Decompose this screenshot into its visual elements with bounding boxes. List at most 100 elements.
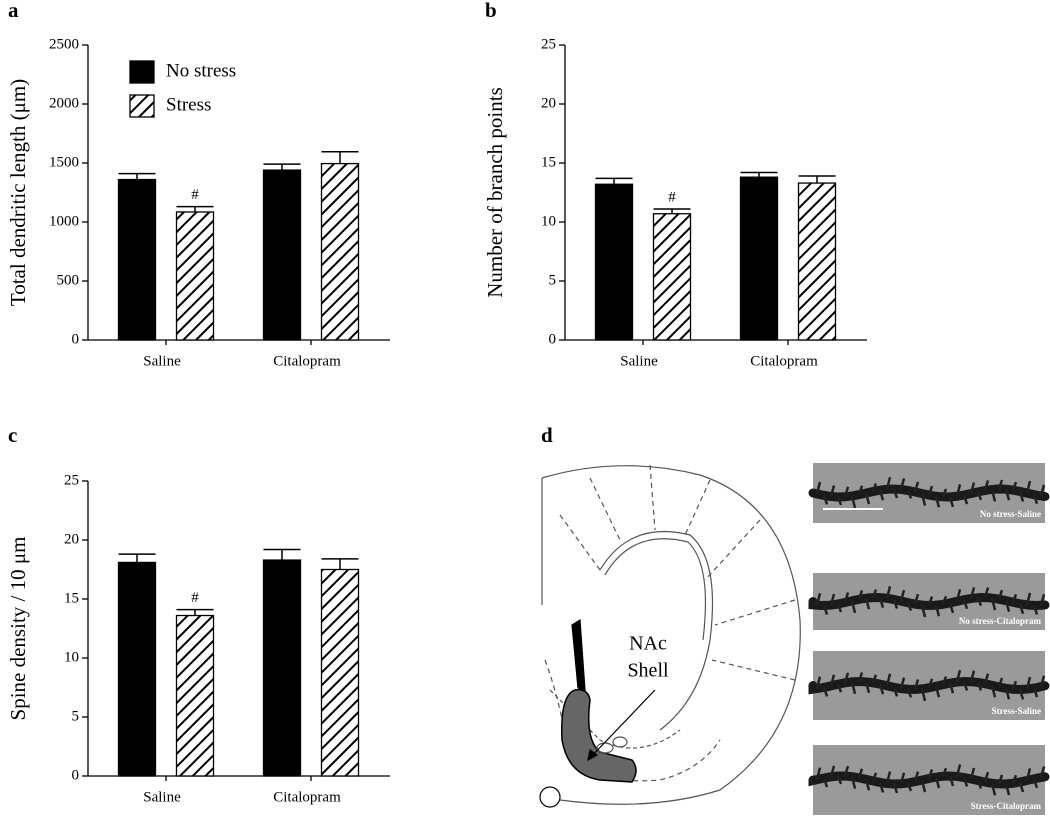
spine [997,589,1004,600]
x-tick-label: Saline [620,353,658,369]
y-tick-label: 0 [72,331,80,347]
spine [1011,593,1018,603]
spine [955,589,962,602]
bar [320,162,360,341]
spine [843,672,850,684]
spine [990,489,997,502]
y-tick-label: 25 [64,472,79,488]
spine [815,676,822,689]
y-tick-label: 500 [57,272,80,288]
y-tick-label: 20 [64,531,79,547]
y-tick-label: 15 [64,590,79,606]
spine [920,604,927,618]
region-label: NAc [629,633,667,655]
spine [871,772,878,782]
micrograph-label: Stress-Citalopram [971,801,1042,811]
spine [829,485,836,497]
y-tick-label: 0 [72,767,80,783]
spine [829,765,836,778]
bar [652,213,692,341]
y-tick-label: 0 [549,331,557,347]
spine [885,673,892,687]
spine [948,775,955,787]
spine [857,768,864,779]
spine [941,595,948,605]
spine [1032,605,1039,615]
spine [962,681,969,691]
x-tick-label: Saline [143,353,181,369]
spine [997,479,1004,490]
spine [913,679,920,690]
spine [1032,778,1039,789]
spine [1025,592,1032,606]
spine [822,777,829,788]
y-tick-label: 15 [541,154,556,170]
spine [934,495,941,508]
y-tick-label: 5 [72,708,80,724]
spine [1025,676,1032,690]
brain-diagram [539,464,801,808]
spine [885,771,892,784]
spine [892,488,899,499]
bar [117,561,157,777]
spine [871,483,878,492]
spine [899,589,906,602]
spine [892,783,899,794]
spine [955,669,962,683]
y-axis-label: Spine density / 10 μm [6,537,30,721]
x-tick-label: Citalopram [750,353,818,369]
spine [1004,783,1011,796]
spine [1018,781,1025,793]
spine [878,683,885,695]
spine [850,600,857,614]
spine [948,496,955,508]
bar [739,176,779,341]
spine [1004,488,1011,501]
spine [997,774,1004,785]
micrograph-label: No stress-Saline [980,509,1041,519]
spine [1025,768,1032,781]
y-tick-label: 1500 [49,154,79,170]
legend-swatch [129,60,155,84]
spine [920,779,927,793]
spine [1011,680,1018,690]
y-tick-label: 2500 [49,36,79,52]
spine [871,589,878,599]
spine [962,494,969,505]
micrograph-label: No stress-Citalopram [959,616,1042,626]
y-tick-label: 10 [64,649,79,665]
y-tick-label: 25 [541,36,556,52]
spine [885,585,892,599]
panel-letter: b [485,0,497,22]
spine [864,681,871,694]
spine [843,592,850,603]
spine [864,597,871,610]
spine [836,683,843,693]
spine [815,767,822,780]
spine [829,674,836,687]
spine [962,599,969,610]
y-tick-label: 5 [549,272,557,288]
spine [864,779,871,791]
x-tick-label: Citalopram [273,789,341,805]
bar [175,211,215,341]
spine [878,782,885,793]
spine [1018,603,1025,615]
spine [871,674,878,684]
spine [857,589,864,600]
y-tick-label: 10 [541,213,556,229]
spine [934,685,941,698]
spine [1018,491,1025,502]
bar [594,183,634,341]
spine [857,485,864,496]
spine [927,485,934,496]
spine [955,483,962,497]
y-tick-label: 1000 [49,213,79,229]
spine [962,777,969,787]
y-tick-label: 2000 [49,95,79,111]
spine [829,593,836,606]
annotation: # [191,187,199,203]
x-tick-label: Citalopram [273,353,341,369]
spine [1018,689,1025,700]
